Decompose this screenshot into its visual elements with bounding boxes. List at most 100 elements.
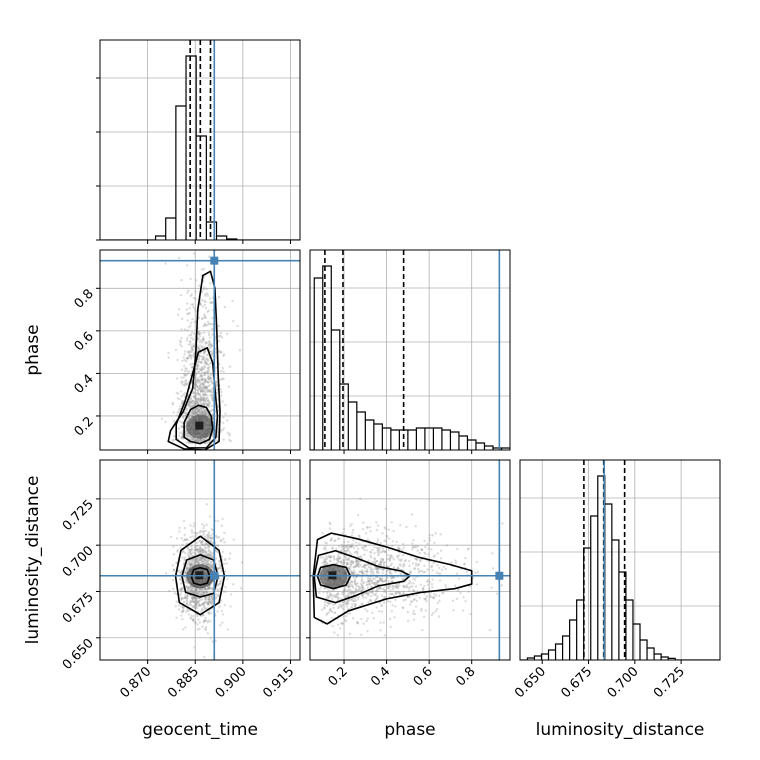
joint-geocent-time-vs-phase-point (197, 439, 201, 443)
joint-phase-vs-luminosity-distance-point (391, 556, 394, 559)
joint-geocent-time-vs-phase-point (196, 364, 199, 368)
joint-phase-vs-luminosity-distance-point (328, 591, 331, 594)
joint-geocent-time-vs-luminosity-distance-point (211, 594, 214, 597)
joint-phase-vs-luminosity-distance-point (370, 571, 374, 574)
joint-phase-vs-luminosity-distance-point (382, 590, 386, 593)
joint-phase-vs-luminosity-distance-point (456, 589, 460, 592)
joint-phase-vs-luminosity-distance-point (414, 557, 418, 561)
joint-geocent-time-vs-phase-point (208, 401, 211, 404)
joint-geocent-time-vs-phase-point (184, 414, 188, 417)
joint-phase-vs-luminosity-distance-point (337, 623, 340, 626)
joint-phase-vs-luminosity-distance-point (342, 593, 345, 596)
joint-geocent-time-vs-phase-point (199, 373, 202, 376)
joint-phase-vs-luminosity-distance-point (350, 597, 353, 601)
joint-geocent-time-vs-luminosity-distance-point (184, 576, 187, 580)
joint-geocent-time-vs-luminosity-distance-point (224, 557, 227, 561)
joint-geocent-time-vs-phase-point (196, 365, 199, 368)
joint-phase-vs-luminosity-distance-point (352, 599, 355, 603)
joint-phase-vs-luminosity-distance-point (345, 563, 349, 567)
joint-phase-vs-luminosity-distance-point (397, 547, 400, 551)
joint-geocent-time-vs-luminosity-distance-point (189, 617, 192, 620)
joint-geocent-time-vs-phase-point (197, 376, 200, 379)
joint-phase-vs-luminosity-distance-point (347, 584, 350, 587)
joint-phase-vs-luminosity-distance-point (389, 625, 392, 629)
joint-phase-vs-luminosity-distance-point (366, 610, 369, 613)
joint-phase-vs-luminosity-distance-point (373, 546, 376, 549)
joint-geocent-time-vs-luminosity-distance-point (195, 589, 198, 593)
joint-phase-vs-luminosity-distance-point (327, 554, 331, 558)
joint-geocent-time-vs-luminosity-distance-point (191, 558, 194, 562)
joint-geocent-time-vs-phase-point (203, 315, 206, 318)
joint-geocent-time-vs-luminosity-distance-point (205, 543, 208, 546)
joint-geocent-time-vs-phase-truth-marker (210, 256, 219, 265)
joint-geocent-time-vs-luminosity-distance-point (178, 530, 181, 533)
joint-geocent-time-vs-luminosity-distance-point (189, 559, 192, 562)
joint-geocent-time-vs-luminosity-distance-point (203, 535, 207, 538)
joint-geocent-time-vs-luminosity-distance-point (207, 585, 211, 589)
joint-phase-vs-luminosity-distance-point (412, 577, 415, 580)
joint-geocent-time-vs-phase-point (211, 414, 215, 418)
joint-phase-vs-luminosity-distance-point (334, 539, 337, 542)
joint-geocent-time-vs-phase-point (195, 363, 198, 367)
joint-geocent-time-vs-luminosity-distance-point (192, 595, 195, 598)
joint-phase-vs-luminosity-distance-point (354, 603, 358, 606)
joint-phase-vs-luminosity-distance-point (348, 568, 352, 571)
joint-geocent-time-vs-phase-point (191, 412, 194, 416)
joint-phase-vs-luminosity-distance-point (378, 577, 382, 580)
joint-geocent-time-vs-luminosity-distance-point (201, 603, 204, 606)
joint-phase-vs-luminosity-distance-point (352, 571, 355, 575)
joint-geocent-time-vs-luminosity-distance-point (200, 598, 204, 601)
joint-geocent-time-vs-luminosity-distance-point (189, 562, 193, 565)
joint-geocent-time-vs-luminosity-distance-point (211, 640, 214, 643)
joint-phase-vs-luminosity-distance-point (342, 561, 346, 565)
joint-phase-vs-luminosity-distance-point (363, 544, 366, 548)
joint-geocent-time-vs-luminosity-distance-point (208, 600, 212, 604)
joint-geocent-time-vs-phase-point (204, 392, 207, 395)
joint-geocent-time-vs-phase-point (196, 397, 200, 401)
joint-phase-vs-luminosity-distance-point (353, 604, 357, 607)
joint-geocent-time-vs-phase-point (196, 367, 200, 370)
joint-phase-vs-luminosity-distance-point (367, 579, 370, 582)
x-tick-label-phase-2: 0.6 (411, 664, 436, 689)
joint-geocent-time-vs-luminosity-distance-point (191, 563, 194, 566)
joint-phase-vs-luminosity-distance-point (325, 591, 329, 595)
joint-geocent-time-vs-luminosity-distance-point (199, 530, 202, 533)
joint-phase-vs-luminosity-distance-point (424, 609, 428, 612)
joint-geocent-time-vs-luminosity-distance-point (189, 599, 192, 603)
joint-phase-vs-luminosity-distance-point (436, 601, 440, 605)
joint-phase-vs-luminosity-distance-point (368, 580, 371, 583)
joint-geocent-time-vs-phase-point (195, 391, 198, 395)
joint-phase-vs-luminosity-distance-point (389, 563, 393, 567)
joint-geocent-time-vs-phase-point (190, 366, 194, 370)
joint-phase-vs-luminosity-distance-point (324, 557, 327, 561)
joint-phase-vs-luminosity-distance-point (384, 527, 387, 531)
joint-geocent-time-vs-luminosity-distance-point (196, 549, 199, 552)
joint-phase-vs-luminosity-distance-point (385, 565, 389, 568)
joint-phase-vs-luminosity-distance-point (353, 582, 357, 585)
joint-phase-vs-luminosity-distance-point (385, 534, 388, 537)
joint-phase-vs-luminosity-distance-point (437, 615, 441, 618)
joint-geocent-time-vs-luminosity-distance-point (191, 617, 195, 621)
joint-geocent-time-vs-luminosity-distance-point (207, 563, 211, 567)
joint-phase-vs-luminosity-distance-point (368, 582, 372, 586)
joint-phase-vs-luminosity-distance-point (414, 562, 418, 565)
joint-geocent-time-vs-luminosity-distance-point (190, 545, 193, 548)
joint-geocent-time-vs-luminosity-distance-point (183, 533, 186, 537)
joint-phase-vs-luminosity-distance-point (336, 633, 339, 637)
joint-geocent-time-vs-phase-point (195, 400, 199, 404)
joint-geocent-time-vs-luminosity-distance-point (176, 549, 180, 552)
joint-phase-vs-luminosity-distance-point (370, 567, 373, 571)
joint-phase-vs-luminosity-distance-point (369, 554, 372, 557)
joint-geocent-time-vs-luminosity-distance-point (206, 560, 210, 564)
joint-phase-vs-luminosity-distance-point (354, 590, 357, 594)
joint-geocent-time-vs-phase-point (189, 402, 193, 405)
joint-geocent-time-vs-luminosity-distance-point (219, 539, 223, 542)
joint-geocent-time-vs-luminosity-distance-point (218, 579, 222, 583)
joint-phase-vs-luminosity-distance-point (409, 582, 412, 585)
joint-phase-vs-luminosity-distance-point (409, 585, 412, 588)
joint-geocent-time-vs-luminosity-distance-point (218, 582, 222, 586)
joint-phase-vs-luminosity-distance-point (413, 612, 417, 616)
joint-geocent-time-vs-phase-point (202, 336, 205, 339)
joint-phase-vs-luminosity-distance-point (395, 585, 398, 589)
joint-geocent-time-vs-luminosity-distance-point (184, 596, 187, 599)
